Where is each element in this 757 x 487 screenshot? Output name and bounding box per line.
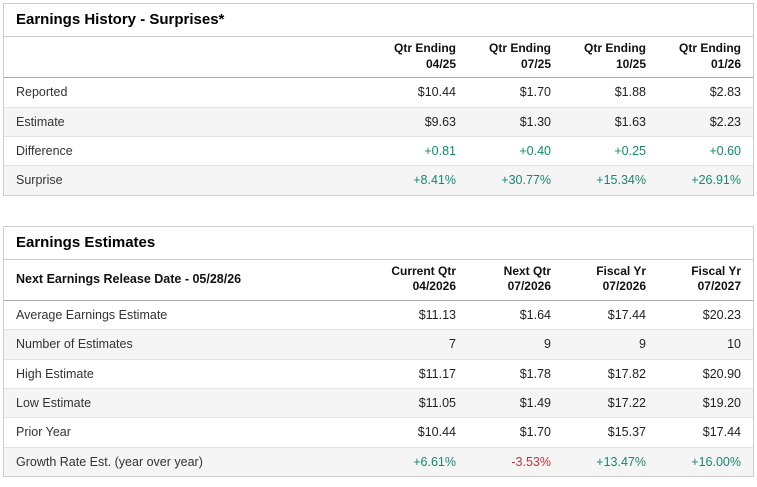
col-header-line1: Next Qtr bbox=[503, 263, 551, 278]
cell-value: $1.70 bbox=[468, 417, 563, 448]
cell-value: $1.49 bbox=[468, 388, 563, 419]
col-header-line2: 10/25 bbox=[615, 56, 646, 71]
table-row-low-estimate: Low Estimate $11.05 $1.49 $17.22 $19.20 bbox=[4, 388, 753, 419]
cell-value: $1.70 bbox=[468, 77, 563, 108]
cell-value: 9 bbox=[468, 329, 563, 360]
col-header-line1: Current Qtr bbox=[391, 263, 456, 278]
col-header-line2: 07/2026 bbox=[507, 279, 551, 294]
earnings-estimates-title: Earnings Estimates bbox=[4, 227, 753, 260]
history-header-blank bbox=[4, 37, 373, 79]
cell-value: $17.44 bbox=[658, 417, 753, 448]
col-header-line1: Qtr Ending bbox=[679, 41, 741, 55]
cell-value: +0.40 bbox=[468, 136, 563, 167]
history-col-header-2: Qtr Ending 07/25 bbox=[468, 37, 563, 79]
row-label: Prior Year bbox=[4, 417, 373, 448]
earnings-estimates-card: Earnings Estimates Next Earnings Release… bbox=[3, 225, 754, 478]
cell-value: $15.37 bbox=[563, 417, 658, 448]
row-label: Difference bbox=[4, 136, 373, 167]
cell-value: -3.53% bbox=[511, 454, 551, 469]
col-header-line1: Qtr Ending bbox=[394, 41, 456, 55]
table-row-reported: Reported $10.44 $1.70 $1.88 $2.83 bbox=[4, 77, 753, 108]
col-header-line1: Qtr Ending bbox=[584, 41, 646, 55]
cell-value: +26.91% bbox=[691, 173, 741, 188]
row-label: Surprise bbox=[16, 173, 63, 188]
row-label: High Estimate bbox=[4, 359, 373, 390]
cell-value: $2.83 bbox=[658, 77, 753, 108]
cell-value: $2.23 bbox=[658, 107, 753, 137]
col-header-line2: 07/2026 bbox=[602, 279, 646, 294]
table-row-surprise: Surprise +8.41% +30.77% +15.34% +26.91% bbox=[4, 165, 753, 195]
table-row-growth-rate: Growth Rate Est. (year over year) +6.61%… bbox=[4, 447, 753, 477]
cell-value: $17.44 bbox=[563, 300, 658, 331]
cell-value: $10.44 bbox=[373, 417, 468, 448]
estimates-header-row: Next Earnings Release Date - 05/28/26 Cu… bbox=[4, 259, 753, 301]
cell-value: $20.90 bbox=[658, 359, 753, 390]
cell-value: $9.63 bbox=[373, 107, 468, 137]
earnings-estimates-table: Next Earnings Release Date - 05/28/26 Cu… bbox=[4, 259, 753, 477]
history-col-header-3: Qtr Ending 10/25 bbox=[563, 37, 658, 79]
cell-value: +8.41% bbox=[413, 173, 456, 188]
col-header-line2: 04/25 bbox=[425, 56, 456, 71]
cell-value: $1.64 bbox=[468, 300, 563, 331]
col-header-line2: 07/2027 bbox=[697, 279, 741, 294]
table-row-high-estimate: High Estimate $11.17 $1.78 $17.82 $20.90 bbox=[4, 359, 753, 390]
row-label: Reported bbox=[4, 77, 373, 108]
row-label: Low Estimate bbox=[4, 388, 373, 419]
earnings-history-card: Earnings History - Surprises* Qtr Ending… bbox=[3, 3, 754, 196]
col-header-line2: 01/26 bbox=[710, 56, 741, 71]
cell-value: +15.34% bbox=[596, 173, 646, 188]
table-row-number-of-estimates: Number of Estimates 7 9 9 10 bbox=[4, 329, 753, 360]
cell-value: +0.60 bbox=[658, 136, 753, 167]
cell-value: +16.00% bbox=[691, 454, 741, 469]
cell-value: +30.77% bbox=[501, 173, 551, 188]
cell-value: +0.25 bbox=[563, 136, 658, 167]
col-header-line2: 07/25 bbox=[520, 56, 551, 71]
table-row-average-estimate: Average Earnings Estimate $11.13 $1.64 $… bbox=[4, 300, 753, 331]
col-header-line1: Qtr Ending bbox=[489, 41, 551, 55]
cell-value: $19.20 bbox=[658, 388, 753, 419]
cell-value: $11.13 bbox=[373, 300, 468, 331]
cell-value: +13.47% bbox=[596, 454, 646, 469]
cell-value: 10 bbox=[658, 329, 753, 360]
cell-value: $17.22 bbox=[563, 388, 658, 419]
col-header-line1: Fiscal Yr bbox=[691, 263, 741, 278]
cell-value: $1.30 bbox=[468, 107, 563, 137]
cell-value: $1.63 bbox=[563, 107, 658, 137]
earnings-history-title: Earnings History - Surprises* bbox=[4, 4, 753, 37]
row-label: Growth Rate Est. (year over year) bbox=[16, 454, 203, 469]
next-earnings-release-date: Next Earnings Release Date - 05/28/26 bbox=[4, 259, 373, 301]
history-col-header-1: Qtr Ending 04/25 bbox=[373, 37, 468, 79]
earnings-history-table: Qtr Ending 04/25 Qtr Ending 07/25 Qtr En… bbox=[4, 37, 753, 195]
table-row-difference: Difference +0.81 +0.40 +0.25 +0.60 bbox=[4, 136, 753, 167]
estimates-col-header-4: Fiscal Yr 07/2027 bbox=[658, 259, 753, 301]
cell-value: 7 bbox=[373, 329, 468, 360]
estimates-col-header-2: Next Qtr 07/2026 bbox=[468, 259, 563, 301]
estimates-col-header-3: Fiscal Yr 07/2026 bbox=[563, 259, 658, 301]
cell-value: +6.61% bbox=[413, 454, 456, 469]
cell-value: $11.17 bbox=[373, 359, 468, 390]
row-label: Average Earnings Estimate bbox=[4, 300, 373, 331]
estimates-col-header-1: Current Qtr 04/2026 bbox=[373, 259, 468, 301]
cell-value: $1.78 bbox=[468, 359, 563, 390]
col-header-line1: Fiscal Yr bbox=[596, 263, 646, 278]
cell-value: $11.05 bbox=[373, 388, 468, 419]
history-col-header-4: Qtr Ending 01/26 bbox=[658, 37, 753, 79]
history-header-row: Qtr Ending 04/25 Qtr Ending 07/25 Qtr En… bbox=[4, 37, 753, 79]
cell-value: 9 bbox=[563, 329, 658, 360]
cell-value: $10.44 bbox=[373, 77, 468, 108]
col-header-line2: 04/2026 bbox=[412, 279, 456, 294]
row-label: Estimate bbox=[4, 107, 373, 137]
cell-value: $17.82 bbox=[563, 359, 658, 390]
table-row-prior-year: Prior Year $10.44 $1.70 $15.37 $17.44 bbox=[4, 417, 753, 448]
table-row-estimate: Estimate $9.63 $1.30 $1.63 $2.23 bbox=[4, 107, 753, 137]
cell-value: $20.23 bbox=[658, 300, 753, 331]
row-label: Number of Estimates bbox=[4, 329, 373, 360]
cell-value: $1.88 bbox=[563, 77, 658, 108]
cell-value: +0.81 bbox=[373, 136, 468, 167]
